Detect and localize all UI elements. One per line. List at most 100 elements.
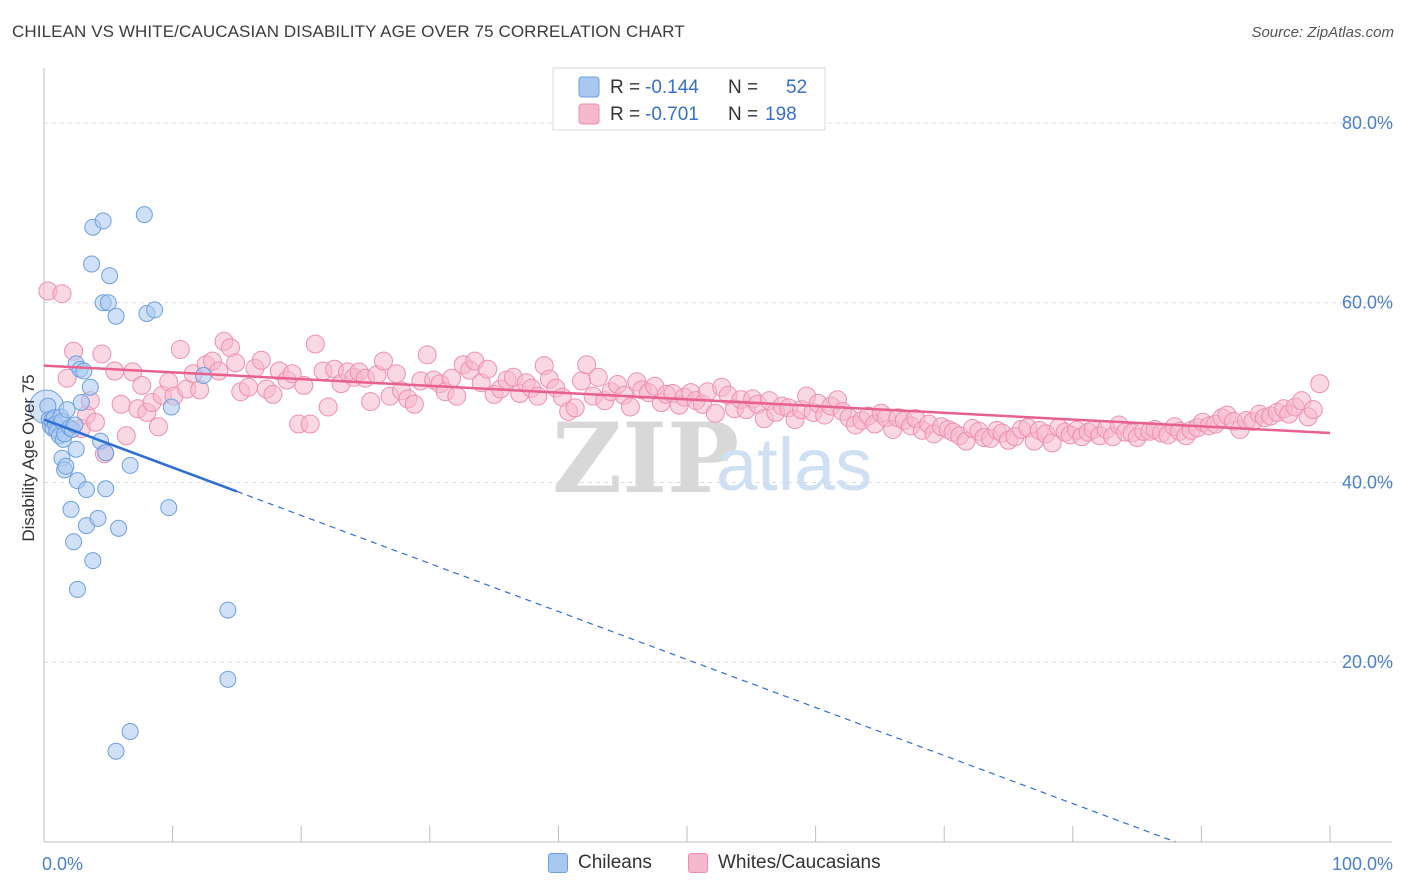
whites-point	[92, 344, 112, 364]
whites-point	[361, 392, 381, 412]
chileans-point	[107, 742, 125, 760]
watermark: ZIP atlas	[552, 402, 872, 515]
whites-point	[111, 394, 131, 414]
x-tick-label-100: 100.0%	[1332, 854, 1393, 874]
chileans-point	[83, 255, 101, 273]
legend-swatch-chileans-bottom	[548, 853, 568, 873]
legend-label-whites: Whites/Caucasians	[718, 852, 881, 873]
whites-point	[105, 361, 125, 381]
whites-point	[132, 375, 152, 395]
chileans-point	[219, 670, 237, 688]
gridlines	[44, 122, 1392, 663]
trend-lines	[43, 364, 1331, 843]
chileans-point	[160, 499, 178, 517]
whites-point	[577, 355, 597, 375]
source-label: Source: ZipAtlas.com	[1251, 24, 1394, 41]
whites-points	[38, 281, 1330, 464]
chileans-point	[75, 362, 93, 380]
legend-n-label-2: N =	[728, 104, 758, 125]
whites-point	[238, 377, 258, 397]
chileans-point	[219, 601, 237, 619]
whites-point	[294, 375, 314, 395]
y-axis-label: Disability Age Over 75	[19, 374, 38, 541]
legend-item-whites: Whites/Caucasians	[688, 852, 881, 874]
y-tick-label-80: 80.0%	[1342, 113, 1393, 133]
axes	[43, 68, 1392, 843]
legend-n-label-1: N =	[728, 77, 758, 98]
whites-point	[565, 398, 585, 418]
chileans-point	[99, 294, 117, 312]
whites-point	[318, 397, 338, 417]
whites-point	[588, 367, 608, 387]
legend-r-label-2: R =	[610, 104, 640, 125]
chileans-point	[68, 580, 86, 598]
legend-box: R = -0.144 N = 52 R = -0.701 N = 198	[552, 67, 826, 131]
chileans-point	[94, 212, 112, 230]
y-tick-labels: 20.0% 40.0% 60.0% 80.0%	[1342, 113, 1393, 672]
chileans-points	[29, 206, 237, 760]
whites-point	[263, 384, 283, 404]
legend-r-value-2: -0.701	[645, 104, 699, 125]
y-tick-label-40: 40.0%	[1342, 472, 1393, 492]
whites-point	[85, 412, 105, 432]
chart-title: CHILEAN VS WHITE/CAUCASIAN DISABILITY AG…	[12, 22, 685, 41]
y-tick-label-20: 20.0%	[1342, 652, 1393, 672]
whites-point	[528, 386, 548, 406]
chileans-point	[81, 378, 99, 396]
bottom-legend: Chileans Whites/Caucasians	[0, 852, 1406, 878]
whites-point	[251, 350, 271, 370]
x-tick-label-0: 0.0%	[42, 854, 83, 874]
whites-point	[1303, 400, 1323, 420]
watermark-zip: ZIP	[552, 402, 739, 515]
chileans-point	[89, 509, 107, 527]
chileans-point	[57, 457, 75, 475]
chileans-point	[121, 456, 139, 474]
whites-point	[404, 394, 424, 414]
chileans-point	[97, 444, 115, 462]
x-tick-labels: 0.0% 100.0%	[42, 854, 1393, 874]
chileans-point	[58, 401, 76, 419]
whites-point	[705, 403, 725, 423]
whites-point	[170, 339, 190, 359]
whites-point	[478, 359, 498, 379]
whites-point	[52, 284, 72, 304]
chileans-point	[67, 440, 85, 458]
whites-point	[57, 368, 77, 388]
legend-r-value-1: -0.144	[645, 77, 699, 98]
whites-point	[209, 361, 229, 381]
chileans-trend-line	[43, 418, 238, 493]
whites-point	[305, 334, 325, 354]
whites-point	[417, 345, 437, 365]
legend-label-chileans: Chileans	[578, 852, 652, 873]
legend-swatch-chileans	[578, 76, 600, 98]
chileans-point	[62, 500, 80, 518]
whites-trend-line	[43, 364, 1331, 435]
chileans-point	[146, 301, 164, 319]
whites-point	[300, 414, 320, 434]
legend-r-label-1: R =	[610, 77, 640, 98]
legend-item-chileans: Chileans	[548, 852, 652, 874]
whites-point	[116, 426, 136, 446]
whites-point	[1310, 374, 1330, 394]
chileans-point	[135, 206, 153, 224]
chileans-point	[121, 722, 139, 740]
chileans-point	[162, 398, 180, 416]
whites-point	[148, 417, 168, 437]
y-tick-label-60: 60.0%	[1342, 293, 1393, 313]
whites-point	[374, 351, 394, 371]
whites-point	[447, 386, 467, 406]
whites-point	[226, 353, 246, 373]
chileans-point	[72, 393, 90, 411]
watermark-atlas: atlas	[716, 423, 872, 506]
chileans-trend-extension	[236, 490, 1176, 843]
legend-swatch-whites-bottom	[688, 853, 708, 873]
legend-n-value-1: 52	[786, 77, 807, 98]
whites-point	[572, 371, 592, 391]
chileans-point	[77, 481, 95, 499]
chileans-point	[97, 480, 115, 498]
whites-point	[386, 364, 406, 384]
chileans-point	[101, 267, 119, 285]
legend-n-value-2: 198	[765, 104, 797, 125]
chileans-point	[107, 307, 125, 325]
chileans-point	[110, 519, 128, 537]
